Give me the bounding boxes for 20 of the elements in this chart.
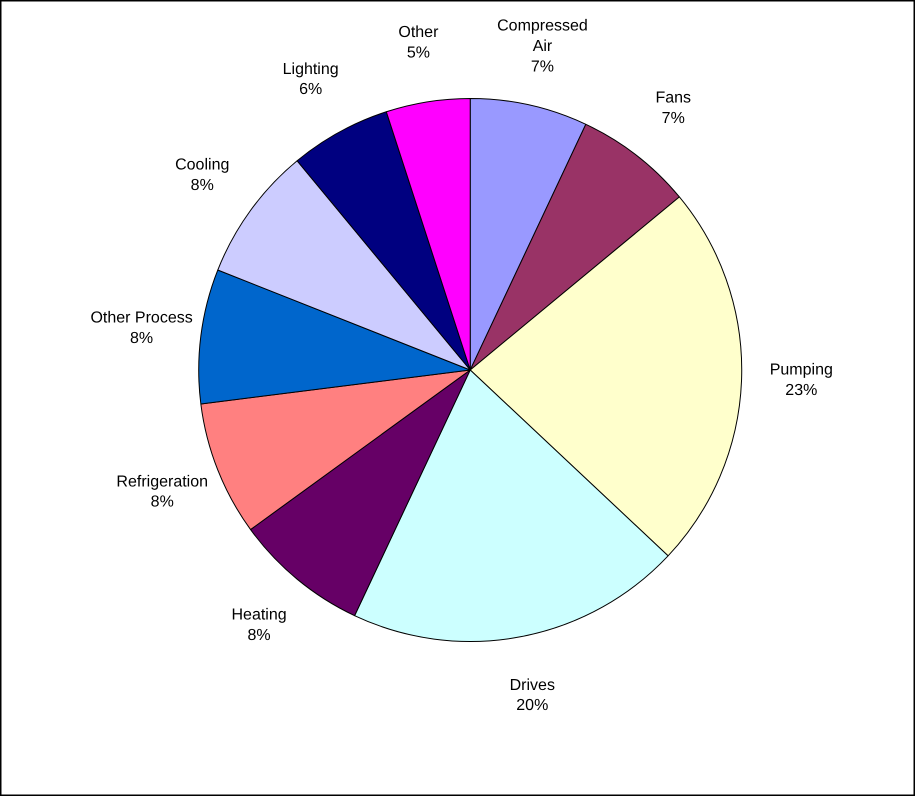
data-label: 7% [662,110,685,127]
slice-label: Heating [232,606,287,624]
data-label: 8% [150,494,174,511]
slice-label: Cooling [175,156,230,174]
slice-label: Other Process [90,310,193,327]
slice-label: Fans [655,89,692,106]
data-label: 8% [190,176,214,194]
data-label: 8% [248,627,271,644]
data-label: 8% [130,330,154,348]
slice-label: Other [398,24,440,41]
slice-label: Refrigeration [116,473,208,490]
data-label: 20% [516,697,548,714]
data-label: 7% [530,58,554,76]
slice-label: Lighting [282,60,339,78]
slice-label: Drives [510,676,555,694]
slice-label: Pumping [770,362,833,379]
data-label: 23% [785,382,818,400]
data-label: 6% [299,81,322,98]
slice-label: Compressed Air [497,18,588,56]
data-label: 5% [406,44,430,62]
